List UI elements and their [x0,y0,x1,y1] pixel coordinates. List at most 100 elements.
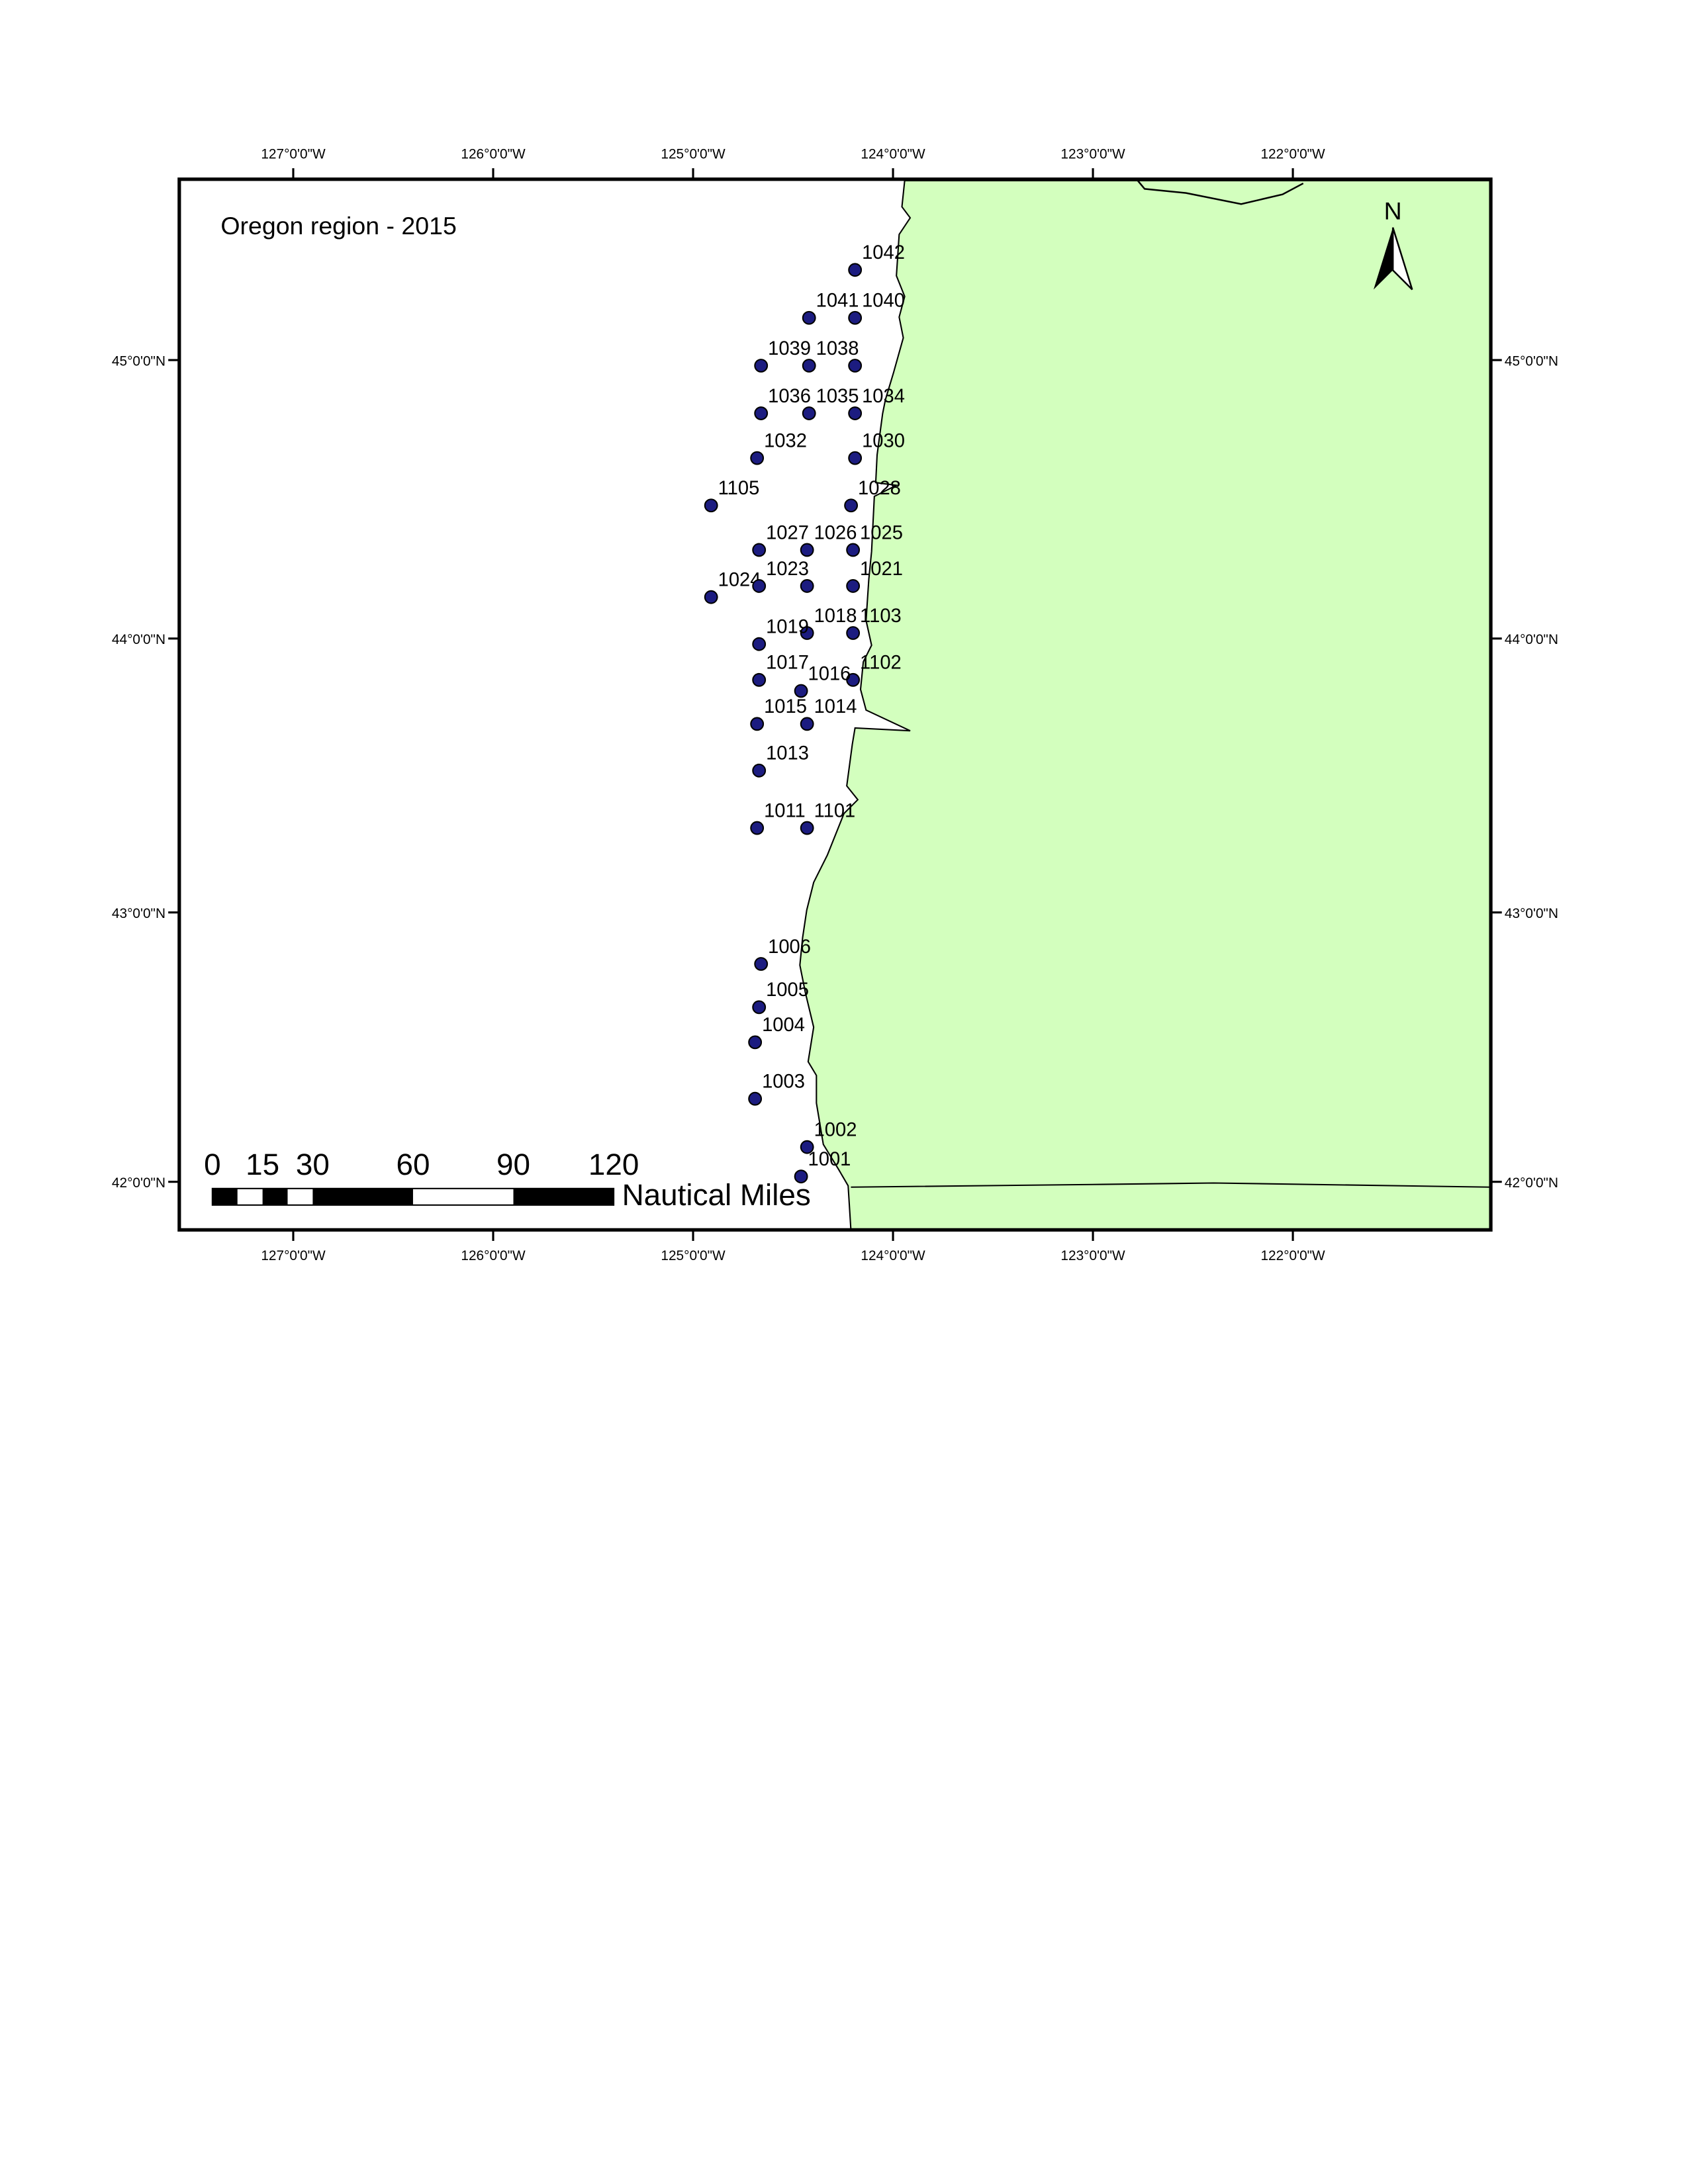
station-label: 1039 [768,338,811,359]
station [704,498,718,513]
x-tick-label-top: 122°0'0"W [1260,147,1325,162]
station-label: 1035 [816,386,859,407]
station [802,406,816,420]
scale-bar-segment [212,1188,238,1205]
x-tick-label-bottom: 127°0'0"W [261,1248,326,1263]
station [848,310,863,325]
station [748,1091,763,1106]
station-label: 1036 [768,386,811,407]
station-label: 1018 [814,606,857,627]
station [752,637,767,651]
station [752,543,767,557]
station-label: 1041 [816,291,859,312]
river [1137,180,1304,205]
station [846,672,861,687]
station-label: 1017 [766,653,809,674]
station-label: 1102 [860,653,902,674]
station [794,1169,808,1184]
scale-bar-label: 90 [496,1148,530,1181]
station-label: 1027 [766,522,809,543]
y-tick-label-left: 45°0'0"N [112,353,165,369]
station [844,498,859,513]
scale-bar-label: 0 [204,1148,221,1181]
station-label: 1001 [808,1149,851,1170]
y-tick-label-right: 43°0'0"N [1505,906,1558,921]
station-label: 1003 [762,1071,805,1093]
scale-bar-segment [262,1188,288,1205]
station-label: 1025 [860,522,903,543]
map-frame [177,177,1493,1232]
station-label: 1101 [814,800,856,821]
station [848,263,863,277]
scale-bar-label: 15 [246,1148,279,1181]
y-tick-label-right: 44°0'0"N [1505,632,1558,647]
station-label: 1032 [764,430,807,451]
station-label: 1021 [860,559,903,580]
station-label: 1105 [718,478,760,499]
x-tick-label-top: 127°0'0"W [261,147,326,162]
x-tick-label-bottom: 123°0'0"W [1060,1248,1125,1263]
station [800,717,814,731]
north-arrow-right [1391,227,1413,291]
station [846,579,861,593]
station-label: 1023 [766,559,809,580]
x-tick-label-bottom: 126°0'0"W [461,1248,526,1263]
station-label: 1040 [862,291,905,312]
state-border [851,1182,1491,1188]
x-tick-label-top: 126°0'0"W [461,147,526,162]
scale-bar-segment [312,1188,413,1205]
north-label: N [1384,197,1402,224]
scale-bar-label: 30 [296,1148,330,1181]
station [752,672,767,687]
station-label: 1014 [814,696,857,717]
station-label: 1004 [762,1015,805,1036]
y-tick-label-left: 44°0'0"N [112,632,165,647]
station [802,310,816,325]
x-tick-label-bottom: 122°0'0"W [1260,1248,1325,1263]
station-label: 1103 [860,606,902,627]
station [802,359,816,373]
map-title: Oregon region - 2015 [220,212,456,240]
station [750,717,765,731]
station [800,626,814,640]
station [800,1140,814,1154]
station-label: 1005 [766,979,809,1001]
station [748,1035,763,1050]
station-label: 1016 [808,663,851,684]
north-arrow: N [1374,197,1413,291]
north-arrow-left [1374,227,1393,290]
station [848,359,863,373]
station [800,579,814,593]
y-tick-label-left: 42°0'0"N [112,1175,165,1191]
scale-bar-unit: Nautical Miles [622,1178,811,1212]
station [846,543,861,557]
station [752,1000,767,1015]
station [848,406,863,420]
station [800,543,814,557]
station [800,821,814,835]
station-label: 1030 [862,430,905,451]
station [848,451,863,465]
station [754,359,769,373]
station-label: 1026 [814,522,857,543]
y-tick-label-right: 45°0'0"N [1505,353,1558,369]
y-tick-label-left: 43°0'0"N [112,906,165,921]
x-tick-label-top: 123°0'0"W [1060,147,1125,162]
station [754,406,769,420]
station [752,579,767,593]
station-label: 1028 [858,478,901,499]
x-tick-label-bottom: 125°0'0"W [661,1248,726,1263]
station [750,821,765,835]
x-tick-label-bottom: 124°0'0"W [861,1248,925,1263]
station-label: 1002 [814,1120,857,1141]
scale-bar-label: 60 [396,1148,430,1181]
station [794,684,808,698]
station-label: 1034 [862,386,905,407]
x-tick-label-top: 124°0'0"W [861,147,925,162]
station-label: 1013 [766,743,809,764]
station-label: 1015 [764,696,807,717]
x-tick-label-top: 125°0'0"W [661,147,726,162]
station [750,451,765,465]
scale-bar-segment [513,1188,614,1205]
